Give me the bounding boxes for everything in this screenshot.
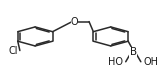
Text: OH: OH <box>144 57 159 67</box>
Text: HO: HO <box>108 57 123 67</box>
Text: Cl: Cl <box>9 46 18 56</box>
Text: B: B <box>130 47 137 57</box>
Text: O: O <box>71 17 78 27</box>
